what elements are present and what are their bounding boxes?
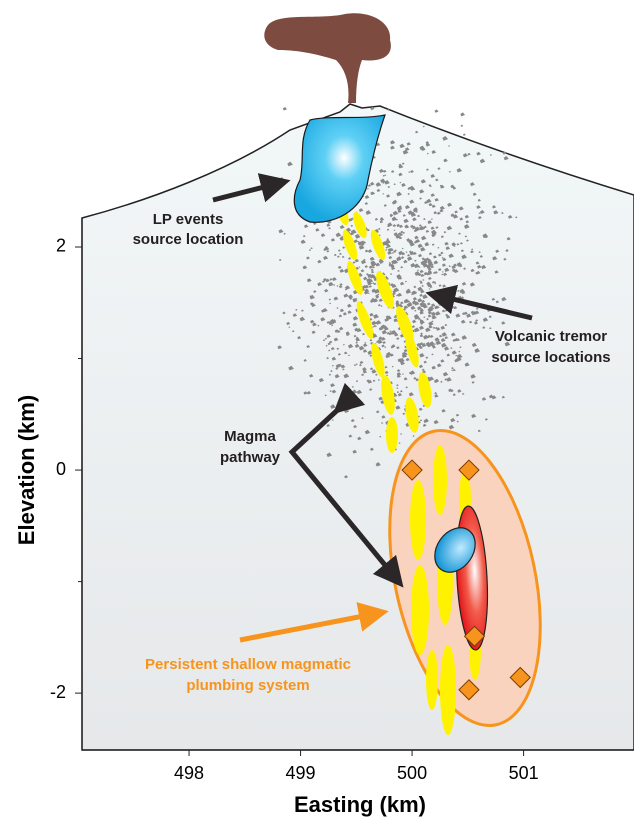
x-tick-label: 498 <box>174 763 204 783</box>
y-tick-label: 2 <box>56 236 66 256</box>
annotation: source location <box>133 231 244 248</box>
x-tick-label: 501 <box>509 763 539 783</box>
x-tick-label: 499 <box>286 763 316 783</box>
annotation: Volcanic tremor <box>495 328 607 345</box>
y-tick-label: -2 <box>50 682 66 702</box>
y-axis-title: Elevation (km) <box>14 395 39 545</box>
figure: Easting (km) Elevation (km) LP events so… <box>0 0 634 822</box>
annotation: source locations <box>491 349 610 366</box>
x-axis-title: Easting (km) <box>294 792 426 817</box>
annotation: Persistent shallow magmatic <box>145 656 351 673</box>
y-tick-label: 0 <box>56 459 66 479</box>
annotation: pathway <box>220 449 281 466</box>
annotation: plumbing system <box>186 677 309 694</box>
annotation: LP events <box>153 211 224 228</box>
annotation: Magma <box>224 428 276 445</box>
x-tick-label: 500 <box>397 763 427 783</box>
plume <box>264 13 391 103</box>
